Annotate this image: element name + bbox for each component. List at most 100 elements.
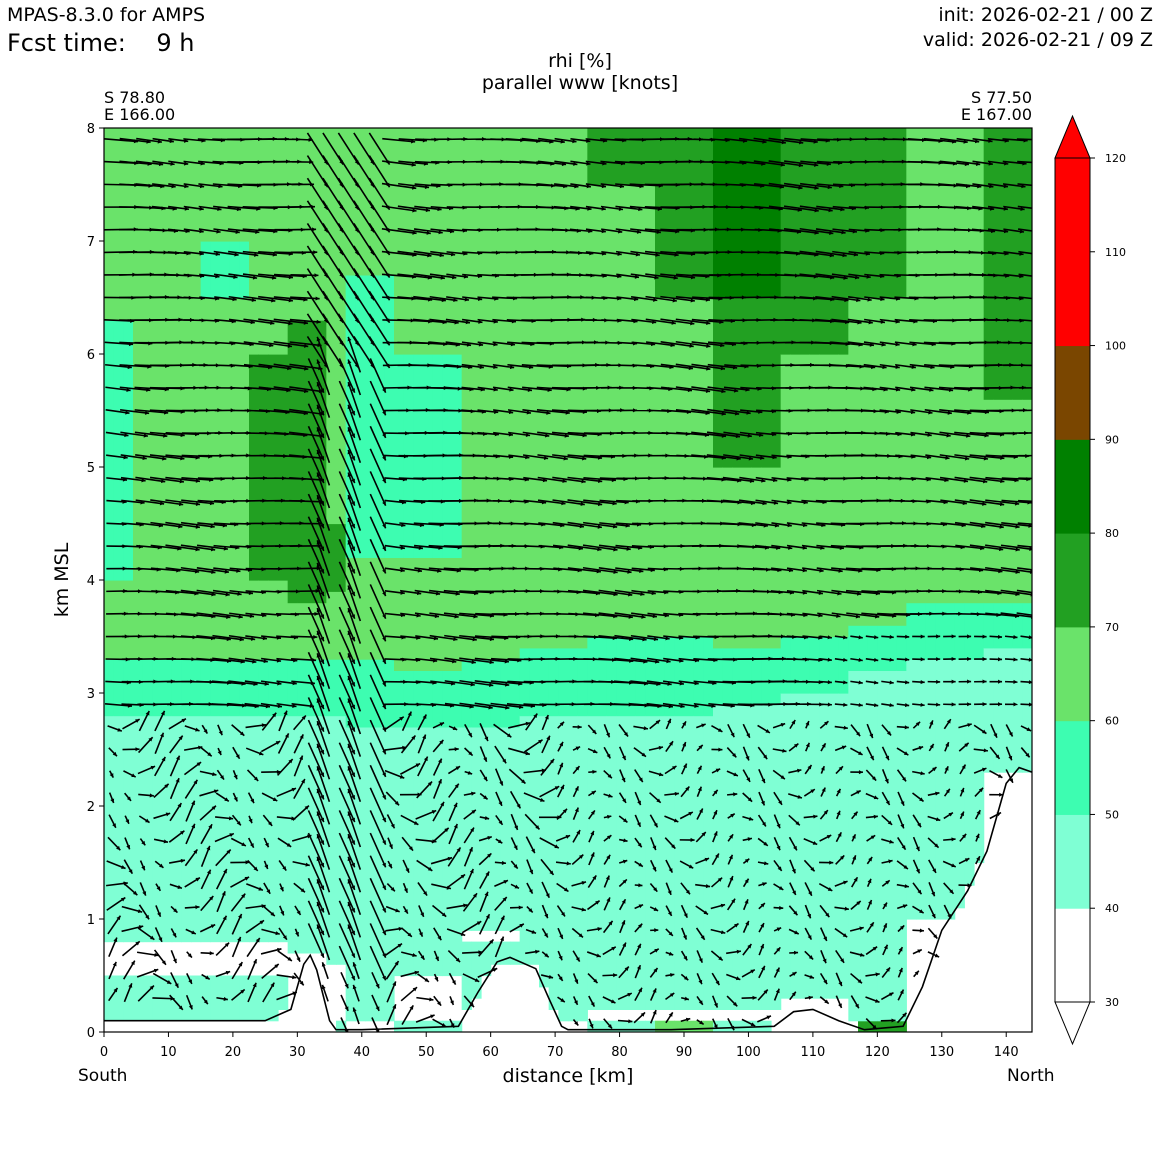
wind-arrow xyxy=(230,860,250,865)
wind-arrow xyxy=(510,813,519,831)
rhi-cell xyxy=(1022,647,1032,773)
rhi-cell xyxy=(210,241,221,299)
wind-arrow xyxy=(954,499,987,506)
wind-arrow xyxy=(258,340,293,348)
wind-arrow xyxy=(587,900,601,911)
wind-arrow xyxy=(585,183,607,189)
wind-arrow xyxy=(789,882,797,896)
wind-arrow xyxy=(293,778,306,800)
rhi-cell xyxy=(751,647,762,705)
wind-arrow xyxy=(649,792,662,804)
rhi-cell xyxy=(423,726,434,977)
rhi-cell xyxy=(500,941,511,965)
wind-arrow xyxy=(803,859,816,872)
wind-arrow xyxy=(788,836,798,851)
wind-arrow xyxy=(154,927,163,943)
wind-arrow xyxy=(630,295,658,302)
wind-arrow xyxy=(215,942,230,957)
rhi-cell xyxy=(732,467,743,649)
rhi-cell xyxy=(896,670,907,1022)
wind-arrow xyxy=(834,745,847,752)
wind-arrow xyxy=(675,386,711,394)
wind-arrow xyxy=(649,988,657,1001)
wind-arrow xyxy=(1003,228,1025,234)
wind-arrow xyxy=(557,721,565,729)
wind-arrow xyxy=(927,634,941,639)
wind-arrow xyxy=(338,538,356,574)
wind-arrow xyxy=(880,1018,896,1023)
wind-arrow xyxy=(402,882,409,894)
wind-arrow xyxy=(958,634,972,639)
wind-arrow xyxy=(432,721,445,729)
wind-arrow xyxy=(831,295,861,303)
wind-arrow xyxy=(958,656,972,662)
wind-arrow xyxy=(847,318,873,325)
rhi-cell xyxy=(829,693,840,999)
wind-arrow xyxy=(556,882,569,893)
wind-arrow xyxy=(510,883,520,890)
wind-arrow xyxy=(307,448,325,484)
wind-arrow xyxy=(316,720,331,757)
wind-arrow xyxy=(537,499,566,506)
wind-arrow xyxy=(243,295,276,303)
wind-arrow xyxy=(789,719,796,730)
wind-arrow xyxy=(969,476,1005,484)
wind-arrow xyxy=(108,961,117,980)
wind-arrow xyxy=(835,788,842,797)
wind-arrow xyxy=(865,769,877,782)
wind-arrow xyxy=(557,927,564,940)
wind-arrow xyxy=(710,877,723,888)
wind-arrow xyxy=(347,720,362,757)
wind-arrow xyxy=(799,227,834,235)
wind-arrow xyxy=(369,403,387,439)
rhi-cell xyxy=(490,128,501,660)
rhi-cell xyxy=(278,659,289,717)
wind-arrow xyxy=(216,915,228,935)
colorbar-tick-label: 40 xyxy=(1105,902,1119,915)
wind-arrow xyxy=(773,814,781,829)
rhi-cell xyxy=(142,659,153,717)
wind-arrow xyxy=(401,1004,414,1025)
wind-arrow xyxy=(108,937,118,958)
wind-arrow xyxy=(757,814,767,827)
wind-arrow xyxy=(479,891,489,912)
wind-arrow xyxy=(106,860,126,870)
wind-arrow xyxy=(863,341,886,347)
wind-arrow xyxy=(696,995,704,1006)
wind-arrow xyxy=(170,905,178,914)
wind-arrow xyxy=(261,792,278,802)
wind-arrow xyxy=(338,448,356,484)
wind-arrow xyxy=(307,697,325,733)
wind-arrow xyxy=(758,965,766,979)
rhi-cell xyxy=(742,297,753,468)
wind-arrow xyxy=(1018,454,1032,457)
wind-arrow xyxy=(882,944,889,956)
wind-arrow xyxy=(107,915,122,935)
wind-arrow xyxy=(537,454,568,461)
wind-arrow xyxy=(294,950,301,963)
wind-arrow xyxy=(802,612,823,618)
rhi-cell xyxy=(974,602,985,660)
wind-arrow xyxy=(588,1018,594,1029)
wind-arrow xyxy=(571,906,587,912)
rhi-cell xyxy=(558,715,569,1022)
rhi-cell xyxy=(664,128,675,299)
wind-arrow xyxy=(462,950,483,955)
rhi-cell xyxy=(374,128,385,276)
wind-arrow xyxy=(306,155,329,188)
rhi-cell xyxy=(703,715,714,1010)
wind-arrow xyxy=(645,318,676,325)
wind-arrow xyxy=(835,972,843,987)
x-tick-label: 40 xyxy=(354,1045,371,1060)
wind-arrow xyxy=(835,810,841,820)
wind-arrow xyxy=(507,409,532,415)
wind-arrow xyxy=(588,769,597,774)
wind-arrow xyxy=(397,250,432,258)
wind-arrow xyxy=(316,404,331,441)
wind-arrow xyxy=(261,963,280,979)
wind-arrow xyxy=(831,589,862,596)
wind-arrow xyxy=(768,160,804,168)
wind-arrow xyxy=(681,741,687,752)
wind-arrow xyxy=(696,1019,705,1026)
